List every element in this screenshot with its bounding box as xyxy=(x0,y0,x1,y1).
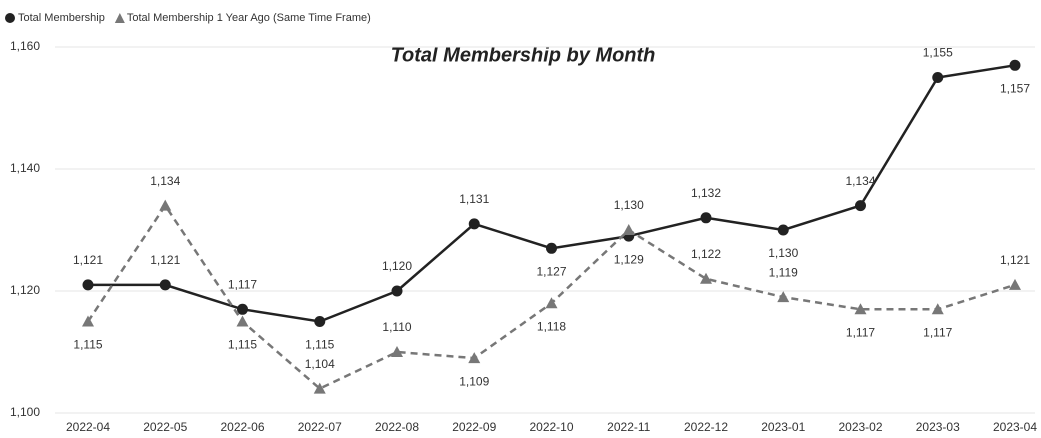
point xyxy=(468,218,480,230)
legend-marker xyxy=(5,13,15,23)
data-label: 1,121 xyxy=(73,253,103,267)
point xyxy=(82,279,94,291)
x-tick-label: 2022-04 xyxy=(66,420,110,434)
data-label: 1,131 xyxy=(459,192,489,206)
data-label: 1,115 xyxy=(228,338,257,352)
point xyxy=(622,224,635,235)
legend-marker xyxy=(114,13,125,23)
data-label: 1,104 xyxy=(305,357,335,371)
data-label: 1,130 xyxy=(768,246,798,260)
point xyxy=(545,297,558,309)
x-tick-label: 2022-07 xyxy=(298,420,342,434)
point xyxy=(932,72,944,83)
point xyxy=(391,346,403,357)
data-label: 1,129 xyxy=(614,252,644,266)
legend-label: Total Membership 1 Year Ago (Same Time F… xyxy=(127,12,371,24)
data-label: 1,110 xyxy=(382,320,411,334)
data-label: 1,115 xyxy=(305,338,334,352)
y-tick-label: 1,100 xyxy=(10,405,40,419)
data-label: 1,134 xyxy=(150,174,180,188)
data-label: 1,121 xyxy=(1000,253,1030,267)
x-tick-label: 2022-10 xyxy=(529,420,573,434)
data-label: 1,119 xyxy=(769,265,798,279)
x-tick-label: 2022-08 xyxy=(375,420,419,434)
point xyxy=(313,382,326,394)
x-tick-label: 2023-02 xyxy=(838,420,882,434)
point xyxy=(236,315,249,327)
data-label: 1,130 xyxy=(614,198,644,212)
y-tick-label: 1,160 xyxy=(10,39,40,53)
point xyxy=(1009,59,1021,71)
y-tick-label: 1,140 xyxy=(10,161,40,175)
data-label: 1,109 xyxy=(459,374,489,388)
y-tick-label: 1,120 xyxy=(10,283,40,297)
data-label: 1,117 xyxy=(923,325,952,339)
legend-label: Total Membership xyxy=(18,12,105,24)
point xyxy=(777,224,789,236)
point xyxy=(159,199,172,211)
data-label: 1,120 xyxy=(382,259,412,273)
point xyxy=(546,242,557,254)
series-line xyxy=(86,203,1016,391)
data-label: 1,122 xyxy=(691,247,721,261)
point xyxy=(1009,278,1021,290)
point xyxy=(855,200,866,212)
x-tick-label: 2022-12 xyxy=(684,420,728,434)
x-tick-label: 2023-01 xyxy=(761,420,805,434)
data-label: 1,117 xyxy=(846,325,875,339)
point xyxy=(468,352,481,364)
x-tick-label: 2023-04 xyxy=(993,420,1037,434)
data-label: 1,132 xyxy=(691,186,721,200)
data-label: 1,121 xyxy=(150,253,180,267)
point xyxy=(159,279,171,291)
data-label: 1,157 xyxy=(1000,81,1030,95)
x-tick-label: 2022-11 xyxy=(607,420,650,434)
data-label: 1,155 xyxy=(923,46,953,60)
data-label: 1,118 xyxy=(537,319,566,333)
point xyxy=(700,272,712,284)
point xyxy=(854,303,867,315)
chart-title: Total Membership by Month xyxy=(391,44,656,66)
point xyxy=(391,285,403,297)
point xyxy=(314,316,326,327)
point xyxy=(237,303,248,315)
data-label: 1,117 xyxy=(228,277,257,291)
data-label: 1,115 xyxy=(73,338,102,352)
data-label: 1,134 xyxy=(845,174,875,188)
point xyxy=(82,315,94,327)
data-label: 1,127 xyxy=(536,264,566,278)
x-tick-label: 2023-03 xyxy=(916,420,960,434)
point xyxy=(777,291,790,303)
point xyxy=(931,303,944,315)
x-tick-label: 2022-09 xyxy=(452,420,496,434)
x-tick-label: 2022-05 xyxy=(143,420,187,434)
x-tick-label: 2022-06 xyxy=(220,420,264,434)
point xyxy=(700,212,712,224)
